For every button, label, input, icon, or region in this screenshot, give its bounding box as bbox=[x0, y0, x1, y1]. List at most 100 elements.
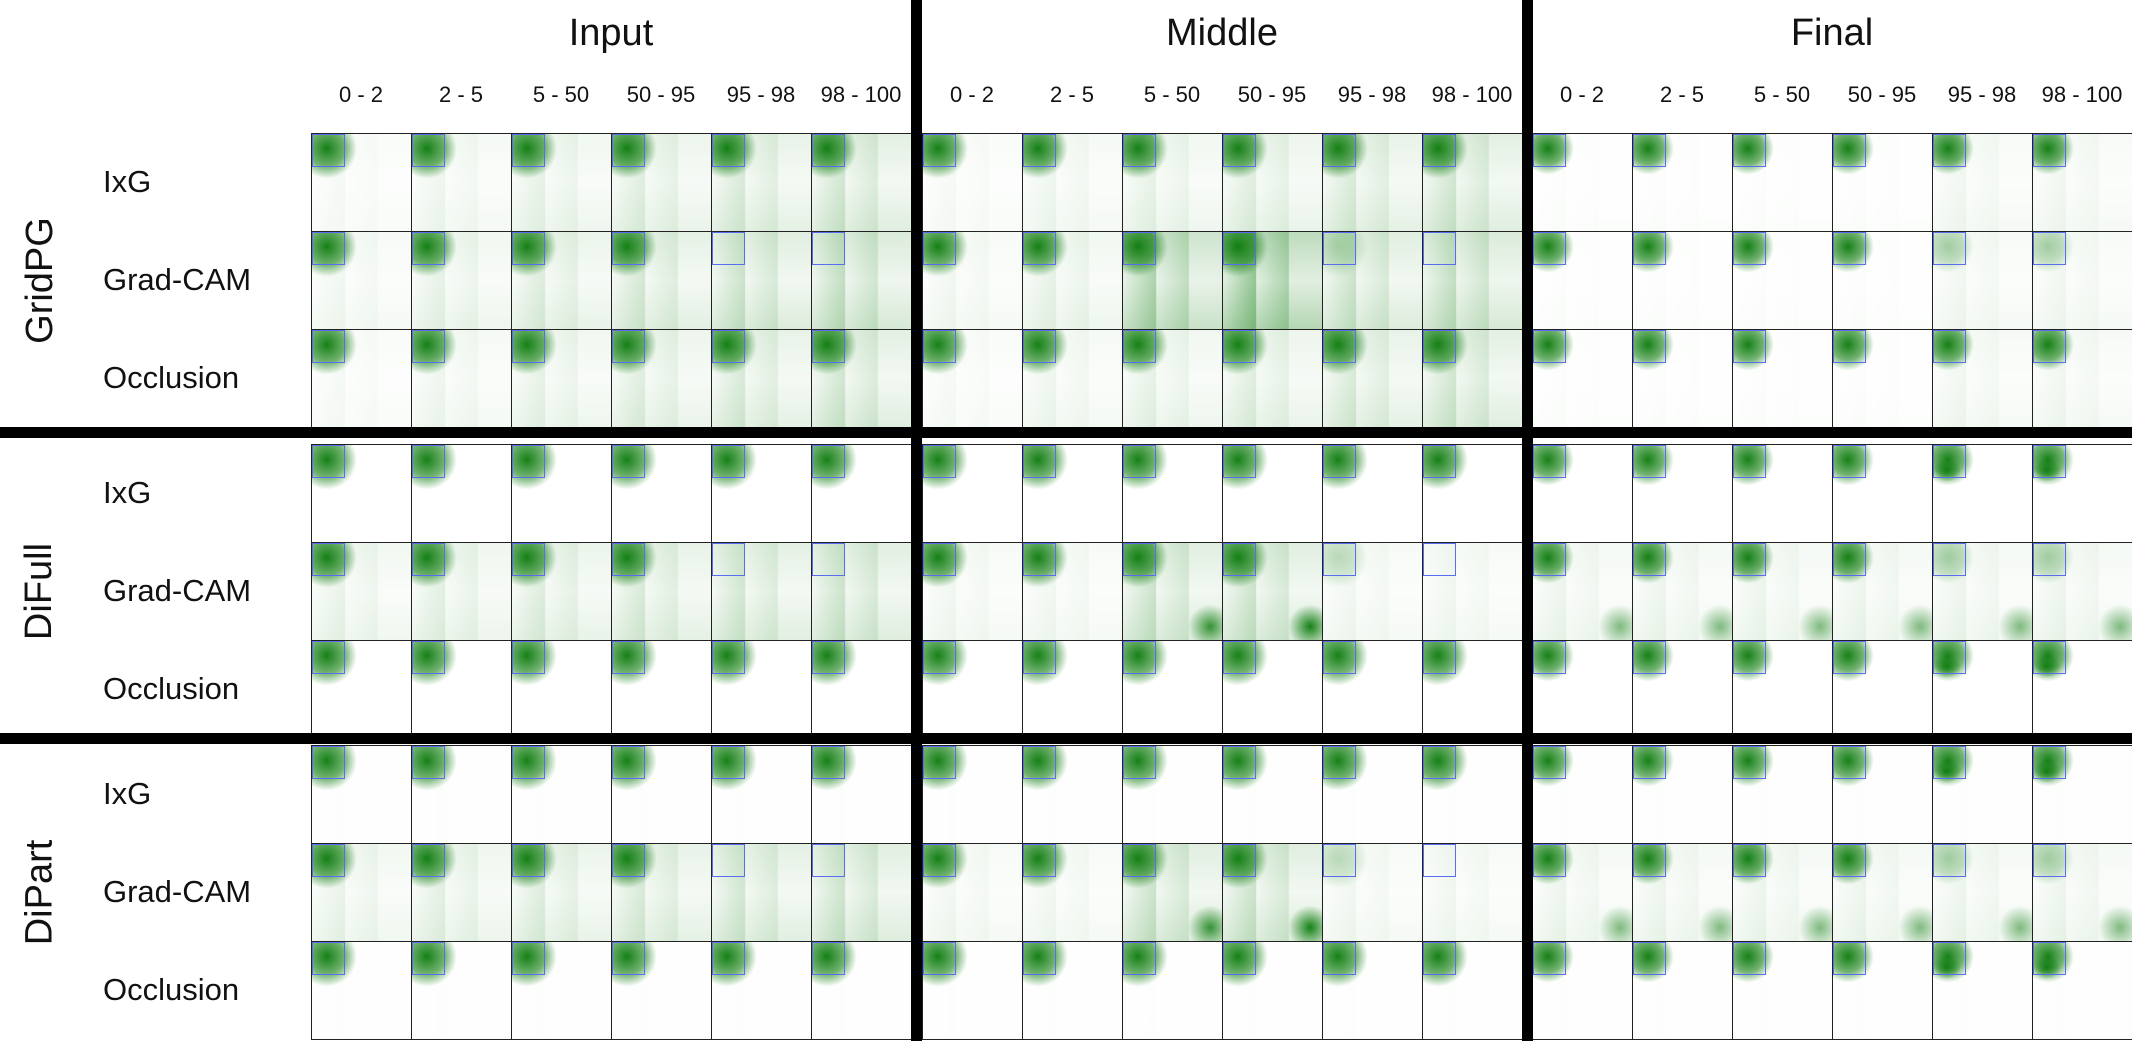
heatmap-cell bbox=[311, 843, 412, 942]
row-label: Grad-CAM bbox=[103, 573, 252, 608]
bounding-box bbox=[812, 641, 846, 674]
heatmap-cell bbox=[311, 745, 412, 844]
bounding-box bbox=[512, 942, 546, 975]
heatmap-cell bbox=[311, 133, 412, 232]
bounding-box bbox=[612, 445, 646, 478]
heatmap-cell bbox=[922, 133, 1023, 232]
bounding-box bbox=[412, 445, 446, 478]
heatmap-cell bbox=[1532, 843, 1633, 942]
heatmap-cell bbox=[1222, 133, 1323, 232]
bounding-box bbox=[1023, 445, 1057, 478]
heatmap-cell bbox=[2032, 745, 2132, 844]
bounding-box bbox=[612, 543, 646, 576]
bounding-box bbox=[312, 641, 346, 674]
heatmap-cell bbox=[2032, 133, 2132, 232]
heatmap-cell bbox=[1932, 640, 2033, 739]
heatmap-cell bbox=[711, 133, 812, 232]
column-label: 2 - 5 bbox=[438, 82, 484, 107]
bounding-box bbox=[1423, 543, 1457, 576]
heatmap-cell bbox=[611, 640, 712, 739]
bounding-box bbox=[923, 746, 957, 779]
bounding-box bbox=[1123, 844, 1157, 877]
bounding-box bbox=[923, 543, 957, 576]
bounding-box bbox=[1533, 844, 1567, 877]
bounding-box bbox=[1533, 746, 1567, 779]
method-separator bbox=[0, 733, 2132, 744]
bounding-box bbox=[1933, 330, 1967, 363]
bounding-box bbox=[512, 445, 546, 478]
section-title: Final bbox=[1790, 12, 1874, 54]
bounding-box bbox=[1423, 942, 1457, 975]
bounding-box bbox=[1123, 942, 1157, 975]
heatmap-cell bbox=[1832, 542, 1933, 641]
bounding-box bbox=[2033, 134, 2067, 167]
bounding-box bbox=[1223, 445, 1257, 478]
heatmap-cell bbox=[411, 444, 512, 543]
heatmap-cell bbox=[1632, 329, 1733, 428]
heatmap-cell bbox=[1832, 843, 1933, 942]
bounding-box bbox=[1633, 134, 1667, 167]
heatmap-cell bbox=[1322, 941, 1423, 1040]
bounding-box bbox=[1323, 232, 1357, 265]
heatmap-cell bbox=[1022, 941, 1123, 1040]
bounding-box bbox=[512, 844, 546, 877]
bounding-box bbox=[312, 746, 346, 779]
heatmap-cell bbox=[711, 941, 812, 1040]
bounding-box bbox=[512, 330, 546, 363]
column-label: 5 - 50 bbox=[1143, 82, 1201, 107]
bounding-box bbox=[1023, 232, 1057, 265]
bounding-box bbox=[612, 330, 646, 363]
heatmap-cell bbox=[511, 444, 612, 543]
heatmap-cell bbox=[1222, 640, 1323, 739]
column-label: 98 - 100 bbox=[2041, 82, 2123, 107]
heatmap-cell bbox=[1422, 843, 1523, 942]
heatmap-cell bbox=[2032, 843, 2132, 942]
heatmap-cell bbox=[1022, 329, 1123, 428]
bounding-box bbox=[712, 746, 746, 779]
heatmap-cell bbox=[611, 444, 712, 543]
bounding-box bbox=[712, 445, 746, 478]
heatmap-cell bbox=[1122, 941, 1223, 1040]
column-label: 95 - 98 bbox=[726, 82, 796, 107]
bounding-box bbox=[512, 134, 546, 167]
bounding-box bbox=[1933, 641, 1967, 674]
row-label: Grad-CAM bbox=[103, 262, 252, 297]
heatmap-cell bbox=[411, 941, 512, 1040]
heatmap-cell bbox=[1832, 329, 1933, 428]
bounding-box bbox=[1423, 641, 1457, 674]
bounding-box bbox=[1733, 134, 1767, 167]
bounding-box bbox=[1733, 746, 1767, 779]
bounding-box bbox=[1633, 232, 1667, 265]
bounding-box bbox=[1023, 844, 1057, 877]
heatmap-cell bbox=[711, 542, 812, 641]
bounding-box bbox=[923, 942, 957, 975]
heatmap-cell bbox=[1532, 745, 1633, 844]
method-label: DiFull bbox=[0, 444, 80, 738]
bounding-box bbox=[1633, 746, 1667, 779]
bounding-box bbox=[512, 543, 546, 576]
heatmap-cell bbox=[2032, 329, 2132, 428]
bounding-box bbox=[2033, 641, 2067, 674]
bounding-box bbox=[1223, 942, 1257, 975]
bounding-box bbox=[1533, 543, 1567, 576]
heatmap-cell bbox=[411, 745, 512, 844]
method-label-text: DiPart bbox=[18, 839, 61, 945]
bounding-box bbox=[712, 330, 746, 363]
column-label: 50 - 95 bbox=[1237, 82, 1307, 107]
heatmap-cell bbox=[311, 640, 412, 739]
heatmap-cell bbox=[811, 329, 912, 428]
heatmap-cell bbox=[1632, 133, 1733, 232]
bounding-box bbox=[612, 844, 646, 877]
bounding-box bbox=[1123, 543, 1157, 576]
heatmap-cell bbox=[1322, 231, 1423, 330]
bounding-box bbox=[712, 134, 746, 167]
bounding-box bbox=[1023, 134, 1057, 167]
bounding-box bbox=[812, 942, 846, 975]
bounding-box bbox=[1323, 942, 1357, 975]
heatmap-cell bbox=[1632, 542, 1733, 641]
heatmap-cell bbox=[1932, 231, 2033, 330]
heatmap-cell bbox=[1932, 745, 2033, 844]
heatmap-cell bbox=[1322, 640, 1423, 739]
bounding-box bbox=[923, 445, 957, 478]
heatmap-cell bbox=[1632, 843, 1733, 942]
